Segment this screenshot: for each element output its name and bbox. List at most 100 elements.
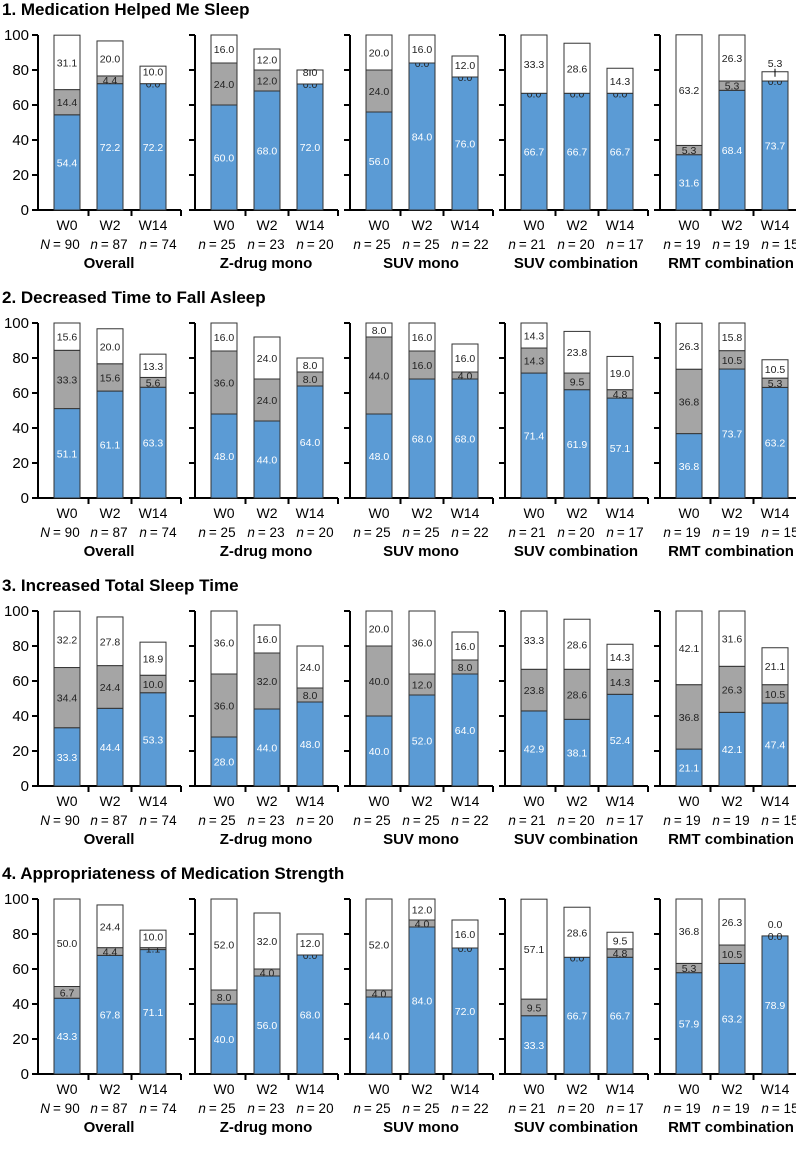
sample-size-label: n = 15 — [761, 525, 796, 540]
value-label-not-improved: 20.0 — [369, 624, 390, 636]
sample-size-value: = 20 — [307, 813, 334, 828]
value-label-improved: 63.2 — [722, 1014, 743, 1026]
value-label-improved: 44.0 — [257, 743, 278, 755]
value-label-improved: 84.0 — [412, 132, 433, 144]
sample-size-var: N — [40, 813, 50, 828]
x-tick-label: W2 — [257, 793, 278, 809]
sample-size-var: n — [557, 237, 565, 252]
bar-W14: 57.1 4.8 19.0 — [606, 355, 634, 499]
bar-segment-improved — [210, 413, 238, 499]
bar-segment-unchanged — [675, 368, 703, 435]
bar-segment-not-improved — [365, 610, 393, 647]
sample-size-label: n = 15 — [761, 237, 796, 252]
sample-size-label: n = 23 — [247, 525, 284, 540]
bar-segment-improved — [451, 76, 479, 211]
value-label-not-improved: 24.0 — [257, 353, 278, 365]
value-label-not-improved: 23.8 — [567, 347, 588, 359]
bar-segment-improved — [408, 62, 436, 211]
y-tick-label: 100 — [4, 315, 29, 332]
y-tick-label: 40 — [12, 420, 29, 437]
bar-W14: 78.9 0.00.0 — [761, 919, 789, 1075]
value-label-unchanged: 24.4 — [100, 682, 121, 694]
bar-segment-improved — [210, 104, 238, 211]
value-label-not-improved: 16.0 — [257, 634, 278, 646]
bar-segment-not-improved — [606, 67, 634, 94]
sample-size-label: N = 90 — [40, 1101, 79, 1116]
bar-segment-not-improved — [520, 898, 548, 1000]
bar-segment-not-improved — [563, 906, 591, 958]
value-label-not-improved: 57.1 — [524, 944, 545, 956]
value-label-not-improved: 12.0 — [300, 938, 321, 950]
value-label-improved: 52.4 — [610, 735, 631, 747]
value-label-unchanged: 12.0 — [412, 680, 433, 692]
value-label-not-improved: 28.6 — [567, 63, 588, 75]
sample-size-label: n = 17 — [606, 237, 643, 252]
value-label-improved: 56.0 — [369, 156, 390, 168]
y-tick-label: 80 — [12, 350, 29, 367]
bar-segment-not-improved — [53, 610, 81, 669]
x-tick-label: W0 — [57, 505, 78, 521]
value-label-not-improved: 9.5 — [613, 936, 628, 948]
value-label-improved: 44.0 — [369, 1031, 390, 1043]
value-label-unchanged: 44.0 — [369, 371, 390, 383]
group-name: Z-drug mono — [220, 255, 312, 272]
bar-segment-not-improved — [210, 322, 238, 352]
bar-segment-not-improved — [210, 898, 238, 991]
bar-segment-not-improved — [96, 40, 124, 77]
section-3: 3. Increased Total Sleep Time 0 20 40 60 80 10… — [2, 576, 796, 848]
bar-W0: 40.0 8.0 52.0 — [210, 898, 238, 1075]
value-label-improved: 84.0 — [412, 996, 433, 1008]
bar-segment-not-improved — [718, 898, 746, 946]
sample-size-var: N — [40, 525, 50, 540]
x-tick-label: W0 — [369, 1081, 390, 1097]
x-tick-label: W2 — [100, 505, 121, 521]
bar-segment-improved — [365, 715, 393, 787]
x-tick-label: W14 — [606, 505, 635, 521]
bar-segment-not-improved — [675, 34, 703, 146]
x-tick-label: W14 — [139, 505, 168, 521]
bar-segment-unchanged — [365, 336, 393, 415]
x-tick-label: W2 — [100, 1081, 121, 1097]
bar-W2: 44.0 24.0 24.0 — [253, 336, 281, 499]
bar-segment-improved — [606, 956, 634, 1075]
value-label-not-improved: 16.0 — [455, 641, 476, 653]
sample-size-value: = 25 — [413, 1101, 440, 1116]
value-label-not-improved: 12.0 — [257, 55, 278, 67]
value-label-improved: 66.7 — [567, 1011, 588, 1023]
value-label-improved: 31.6 — [679, 177, 700, 189]
bar-segment-improved — [520, 372, 548, 499]
bar-segment-not-improved — [96, 616, 124, 667]
value-label-unchanged: 16.0 — [412, 360, 433, 372]
bar-segment-not-improved — [253, 48, 281, 71]
value-label-improved: 61.1 — [100, 440, 121, 452]
value-label-unchanged: 34.4 — [57, 693, 78, 705]
sample-size-var: n — [606, 237, 614, 252]
bar-segment-improved — [253, 708, 281, 787]
y-tick-label: 20 — [12, 167, 29, 184]
sample-size-var: n — [90, 237, 98, 252]
bar-W2: 61.9 9.5 23.8 — [563, 330, 591, 499]
x-tick-label: W14 — [296, 1081, 325, 1097]
section-2: 2. Decreased Time to Fall Asleep 0 20 40 60 8… — [2, 288, 796, 560]
x-tick-label: W2 — [567, 505, 588, 521]
bar-W0: 60.0 24.0 16.0 — [210, 34, 238, 211]
value-label-improved: 71.1 — [143, 1007, 164, 1019]
value-label-improved: 54.4 — [57, 157, 78, 169]
sample-size-var: n — [663, 525, 671, 540]
bar-W2: 63.2 10.5 26.3 — [718, 898, 746, 1075]
value-label-improved: 66.7 — [524, 147, 545, 159]
value-label-not-improved: 10.0 — [143, 932, 164, 944]
value-label-unchanged: 12.0 — [257, 76, 278, 88]
bar-segment-improved — [520, 1015, 548, 1075]
sample-size-var: n — [663, 813, 671, 828]
value-label-not-improved: 16.0 — [455, 353, 476, 365]
bar-W0: 28.0 36.0 36.0 — [210, 610, 238, 787]
bar-segment-improved — [96, 707, 124, 787]
bar-segment-improved — [53, 114, 81, 211]
sample-size-value: = 25 — [413, 813, 440, 828]
value-label-not-improved: 19.0 — [610, 368, 631, 380]
